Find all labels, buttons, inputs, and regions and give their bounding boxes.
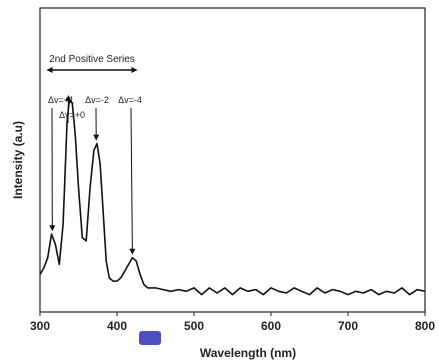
x-tick-label: 700 <box>338 319 358 333</box>
x-tick-label: 500 <box>184 319 204 333</box>
peak-annotation-label: Δv=-2 <box>85 95 109 105</box>
plot-frame <box>39 7 426 313</box>
x-tick-label: 400 <box>107 319 127 333</box>
peak-annotation-label: Δv=+1 <box>48 95 74 105</box>
x-axis-ticks: 300 400 500 600 700 800 <box>30 312 435 333</box>
series-range-label: 2nd Positive Series <box>49 54 135 65</box>
peak-annotation-arrow <box>129 107 136 255</box>
spectrum-line <box>39 99 426 296</box>
x-tick-label: 600 <box>261 319 281 333</box>
annotations: 2nd Positive Series Δv=+1 Δv=+0Δv=-2 Δv=-4 <box>46 54 142 255</box>
y-axis-title: Intensity (a.u) <box>11 121 25 199</box>
x-tick-label: 300 <box>30 319 50 333</box>
plot-area <box>39 7 426 313</box>
peak-annotation-label: Δv=+0 <box>59 110 85 120</box>
logo-badge <box>139 331 161 345</box>
x-axis-title: Wavelength (nm) <box>200 346 296 360</box>
x-tick-label: 800 <box>415 319 435 333</box>
peak-annotation-label: Δv=-4 <box>118 95 142 105</box>
